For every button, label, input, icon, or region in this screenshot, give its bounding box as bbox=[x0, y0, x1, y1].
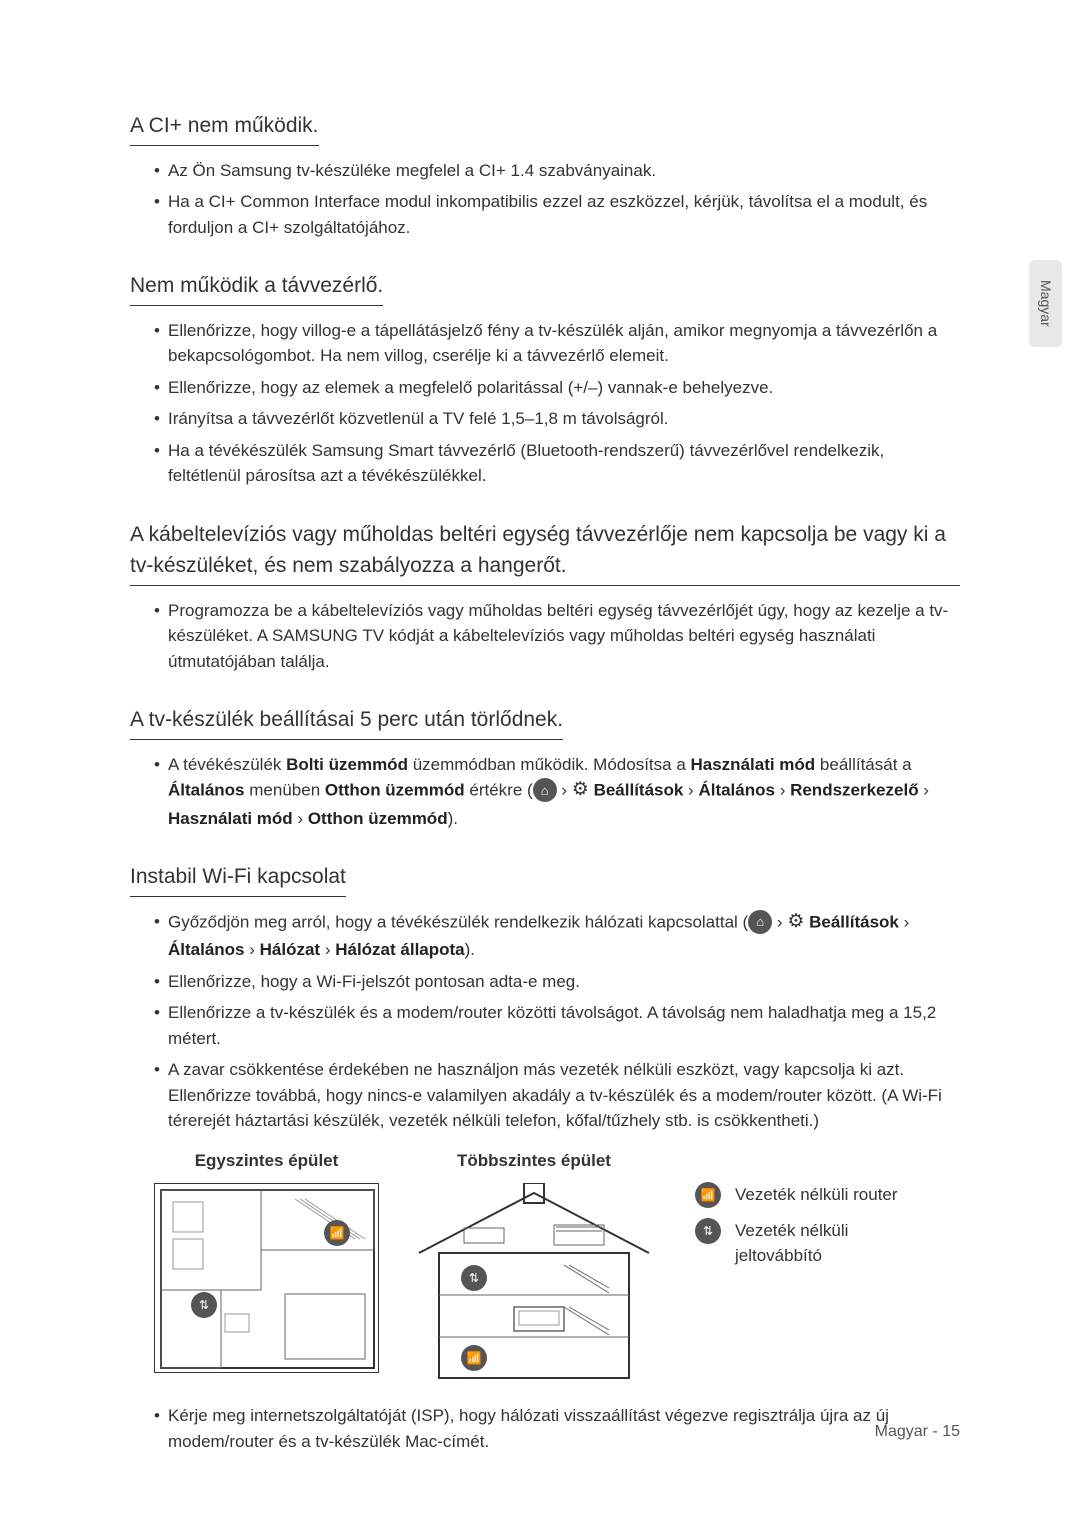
list-item: A tévékészülék Bolti üzemmód üzemmódban … bbox=[154, 752, 960, 832]
diagram-multi: Többszintes épület ⇅ 📶 bbox=[409, 1148, 659, 1384]
list-item: Ellenőrizze, hogy az elemek a megfelelő … bbox=[154, 375, 960, 401]
language-tab: Magyar bbox=[1029, 260, 1062, 347]
legend-text: Vezeték nélküli router bbox=[735, 1182, 898, 1208]
house-svg bbox=[409, 1183, 659, 1383]
router-icon: 📶 bbox=[324, 1220, 350, 1246]
legend-row: 📶 Vezeték nélküli router bbox=[695, 1182, 915, 1208]
nav-text: Hálózat bbox=[260, 940, 320, 959]
chevron: › bbox=[772, 912, 787, 931]
chevron: › bbox=[683, 781, 698, 800]
repeater-icon: ⇅ bbox=[461, 1265, 487, 1291]
text: beállítását a bbox=[815, 755, 911, 774]
nav-text: Általános bbox=[168, 940, 245, 959]
bold-text: Bolti üzemmód bbox=[286, 755, 408, 774]
nav-text: Otthon üzemmód bbox=[308, 809, 448, 828]
chevron: › bbox=[320, 940, 335, 959]
section-title-ci: A CI+ nem működik. bbox=[130, 110, 319, 146]
nav-text: Beállítások bbox=[809, 912, 899, 931]
text: menüben bbox=[245, 781, 325, 800]
text: ). bbox=[465, 940, 475, 959]
home-icon: ⌂ bbox=[533, 778, 557, 802]
gear-icon: ⚙ bbox=[787, 908, 804, 937]
bold-text: Használati mód bbox=[691, 755, 816, 774]
floorplan-diagram: 📶 ⇅ bbox=[154, 1183, 379, 1373]
chevron: › bbox=[245, 940, 260, 959]
list-item: Irányítsa a távvezérlőt közvetlenül a TV… bbox=[154, 406, 960, 432]
list-item: Ellenőrizze, hogy villog-e a tápellátásj… bbox=[154, 318, 960, 369]
chevron: › bbox=[293, 809, 308, 828]
section-list-wifi: Győződjön meg arról, hogy a tévékészülék… bbox=[130, 909, 960, 1134]
list-item: Kérje meg internetszolgáltatóját (ISP), … bbox=[154, 1403, 960, 1454]
section-list-stb: Programozza be a kábeltelevíziós vagy mű… bbox=[130, 598, 960, 675]
list-item: A zavar csökkentése érdekében ne használ… bbox=[154, 1057, 960, 1134]
diagrams-row: Egyszintes épület 📶 ⇅ bbox=[154, 1148, 960, 1384]
section-list-wifi-last: Kérje meg internetszolgáltatóját (ISP), … bbox=[130, 1403, 960, 1454]
legend-row: ⇅ Vezeték nélküli jeltovábbító bbox=[695, 1218, 915, 1269]
page-content: A CI+ nem működik. Az Ön Samsung tv-kész… bbox=[0, 0, 1080, 1520]
list-item: Az Ön Samsung tv-készüléke megfelel a CI… bbox=[154, 158, 960, 184]
chevron: › bbox=[775, 781, 790, 800]
section-title-remote: Nem működik a távvezérlő. bbox=[130, 270, 383, 306]
list-item: Ellenőrizze a tv-készülék és a modem/rou… bbox=[154, 1000, 960, 1051]
router-icon: 📶 bbox=[461, 1345, 487, 1371]
router-icon: 📶 bbox=[695, 1182, 721, 1208]
gear-icon: ⚙ bbox=[572, 776, 589, 805]
diagram-label: Többszintes épület bbox=[457, 1148, 611, 1174]
page-footer: Magyar - 15 bbox=[875, 1420, 960, 1444]
legend-text: Vezeték nélküli jeltovábbító bbox=[735, 1218, 915, 1269]
section-list-ci: Az Ön Samsung tv-készüléke megfelel a CI… bbox=[130, 158, 960, 241]
text: üzemmódban működik. Módosítsa a bbox=[408, 755, 691, 774]
bold-text: Általános bbox=[168, 781, 245, 800]
section-title-stb: A kábeltelevíziós vagy műholdas beltéri … bbox=[130, 519, 960, 586]
floorplan-svg bbox=[155, 1184, 380, 1374]
diagram-single: Egyszintes épület 📶 ⇅ bbox=[154, 1148, 379, 1374]
section-title-reset: A tv-készülék beállításai 5 perc után tö… bbox=[130, 704, 563, 740]
text: A tévékészülék bbox=[168, 755, 286, 774]
chevron: › bbox=[899, 912, 909, 931]
text: ). bbox=[448, 809, 458, 828]
list-item: Győződjön meg arról, hogy a tévékészülék… bbox=[154, 909, 960, 963]
repeater-icon: ⇅ bbox=[695, 1218, 721, 1244]
list-item: Programozza be a kábeltelevíziós vagy mű… bbox=[154, 598, 960, 675]
chevron: › bbox=[919, 781, 929, 800]
nav-text: Rendszerkezelő bbox=[790, 781, 919, 800]
bold-text: Otthon üzemmód bbox=[325, 781, 465, 800]
house-diagram: ⇅ 📶 bbox=[409, 1183, 659, 1383]
diagram-legend: 📶 Vezeték nélküli router ⇅ Vezeték nélkü… bbox=[695, 1182, 915, 1279]
nav-text: Beállítások bbox=[594, 781, 684, 800]
nav-text: Hálózat állapota bbox=[335, 940, 464, 959]
chevron: › bbox=[557, 781, 572, 800]
home-icon: ⌂ bbox=[748, 910, 772, 934]
list-item: Ha a tévékészülék Samsung Smart távvezér… bbox=[154, 438, 960, 489]
section-title-wifi: Instabil Wi-Fi kapcsolat bbox=[130, 861, 346, 897]
nav-text: Használati mód bbox=[168, 809, 293, 828]
diagram-label: Egyszintes épület bbox=[195, 1148, 339, 1174]
list-item: Ha a CI+ Common Interface modul inkompat… bbox=[154, 189, 960, 240]
nav-text: Általános bbox=[698, 781, 775, 800]
section-list-remote: Ellenőrizze, hogy villog-e a tápellátásj… bbox=[130, 318, 960, 489]
section-list-reset: A tévékészülék Bolti üzemmód üzemmódban … bbox=[130, 752, 960, 832]
text: értékre ( bbox=[465, 781, 533, 800]
list-item: Ellenőrizze, hogy a Wi-Fi-jelszót pontos… bbox=[154, 969, 960, 995]
repeater-icon: ⇅ bbox=[191, 1292, 217, 1318]
text: Győződjön meg arról, hogy a tévékészülék… bbox=[168, 912, 748, 931]
